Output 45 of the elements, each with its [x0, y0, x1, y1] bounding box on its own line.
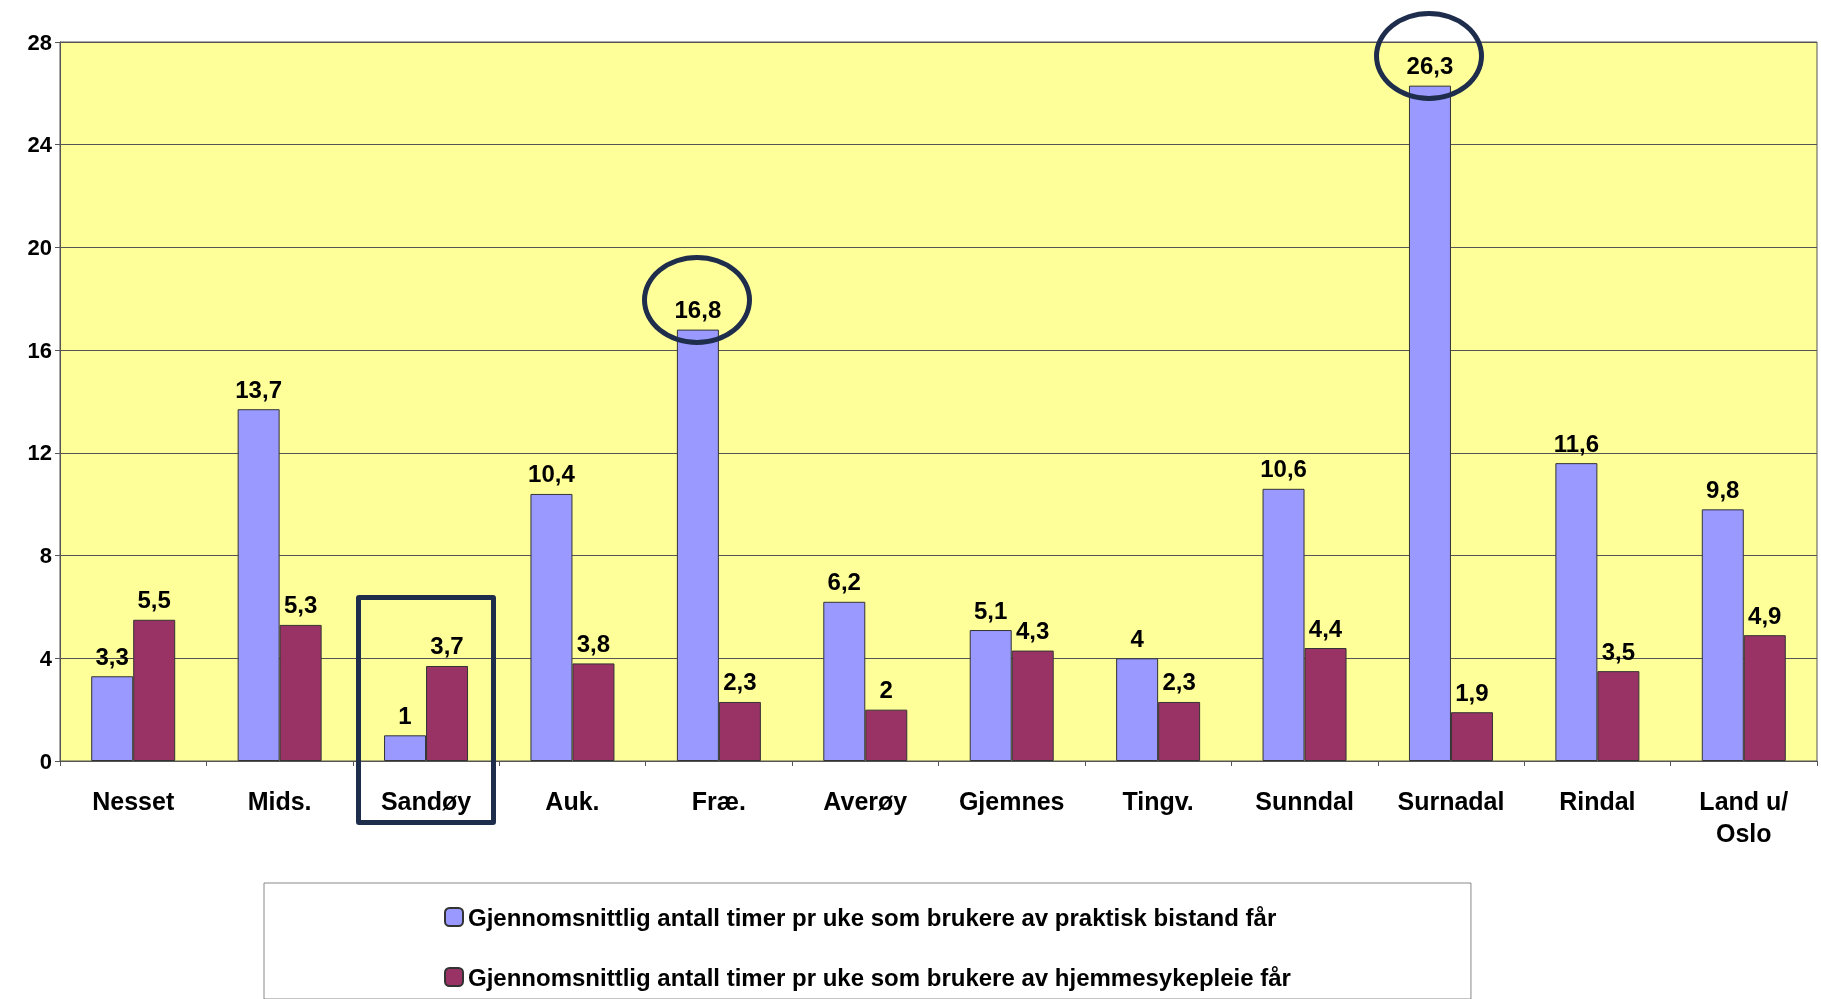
- x-tick-label: Sunndal: [1255, 787, 1354, 815]
- y-tick-label: 20: [27, 234, 52, 260]
- data-label: 5,3: [283, 591, 318, 619]
- x-tick-label: Sandøy: [380, 787, 472, 815]
- y-tick-label: 12: [27, 440, 52, 466]
- data-label: 13,7: [235, 375, 282, 403]
- data-label: 10,4: [528, 460, 576, 488]
- y-tick-label: 28: [27, 29, 52, 55]
- legend-label: Gjennomsnittlig antall timer pr uke som brukere av praktisk bistand får: [468, 903, 1277, 931]
- data-label: 4,4: [1308, 614, 1343, 642]
- data-label: 10,6: [1260, 455, 1307, 483]
- y-tick-label: 16: [27, 337, 52, 363]
- y-tick-label: 8: [39, 543, 52, 569]
- x-tick-label: Fræ.: [691, 787, 746, 815]
- data-label: 5,5: [137, 586, 171, 614]
- x-tick-label: Land u/ Oslo: [1699, 787, 1789, 847]
- data-label: 4,9: [1748, 601, 1782, 629]
- data-label: 26,3: [1406, 52, 1454, 80]
- x-tick-label: Averøy: [823, 787, 908, 815]
- data-label: 16,8: [674, 296, 722, 324]
- legend-label: Gjennomsnittlig antall timer pr uke som brukere av hjemmesykepleie får: [468, 963, 1291, 991]
- data-label: 3,7: [430, 632, 464, 660]
- x-tick-label: Gjemnes: [958, 787, 1065, 815]
- data-label: 11,6: [1553, 429, 1600, 457]
- x-tick-label: Rindal: [1559, 787, 1636, 815]
- data-label: 3,5: [1601, 637, 1636, 665]
- data-label: 3,8: [576, 629, 611, 657]
- data-label: 9,8: [1706, 475, 1740, 503]
- data-label: 2,3: [1162, 668, 1196, 696]
- data-label: 2: [879, 676, 893, 704]
- data-label: 4,3: [1016, 617, 1050, 645]
- data-label: 4: [1130, 624, 1145, 652]
- x-tick-label: Nesset: [92, 787, 175, 815]
- y-tick-label: 24: [27, 132, 53, 158]
- y-tick-label: 4: [39, 645, 53, 671]
- y-tick-label: 0: [39, 748, 52, 774]
- x-tick-label: Mids.: [247, 787, 312, 815]
- data-label: 5,1: [974, 596, 1008, 624]
- data-label: 1: [398, 701, 412, 729]
- data-label: 6,2: [827, 568, 861, 596]
- x-tick-label: Auk.: [545, 787, 600, 815]
- x-tick-label: Tingv.: [1122, 787, 1194, 815]
- data-label: 1,9: [1455, 678, 1489, 706]
- x-tick-label: Surnadal: [1397, 787, 1505, 815]
- data-label: 2,3: [723, 668, 757, 696]
